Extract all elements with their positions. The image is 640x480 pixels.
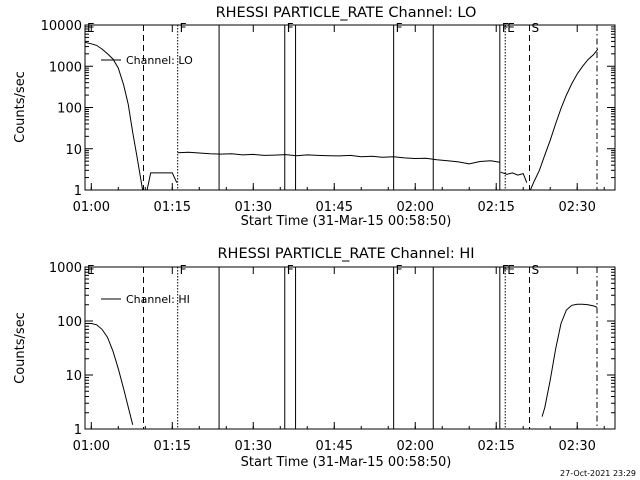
- event-marker-label-hi: S: [532, 263, 540, 277]
- legend-label-hi: Channel: HI: [126, 293, 190, 306]
- series-line-lo: [84, 41, 178, 191]
- event-marker-label-hi: F: [287, 263, 294, 277]
- event-marker-label-hi: E: [507, 263, 515, 277]
- event-marker-label-lo: S: [532, 21, 540, 35]
- plot-frame-hi: [84, 266, 616, 430]
- x-tick-label-hi: 01:15: [154, 439, 191, 454]
- y-tick-label-hi: 1000: [49, 261, 82, 276]
- plot-area-lo: 01:00 01:15 01:30 01:45 02:00 02:15 02:30 1 10 10…: [41, 19, 615, 215]
- y-axis-label-lo: Counts/sec: [13, 71, 28, 143]
- plot-area-hi: 01:00 01:15 01:30 01:45 02:00 02:15 02:30 1 10 10…: [49, 261, 615, 454]
- event-marker-label-lo: E: [507, 21, 515, 35]
- panel-lo: RHESSI PARTICLE_RATE Channel: LO 01:00 01…: [13, 5, 616, 229]
- x-tick-label-hi: 02:30: [558, 439, 595, 454]
- series-line-lo: [500, 171, 528, 183]
- x-tick-label-hi: 02:00: [397, 439, 434, 454]
- event-marker-label-lo: F: [287, 21, 294, 35]
- x-tick-label-lo: 01:30: [235, 200, 272, 215]
- x-tick-label-lo: 01:00: [73, 200, 110, 215]
- x-tick-label-hi: 01:30: [235, 439, 272, 454]
- footer-timestamp: 27-Oct-2021 23:29: [560, 469, 636, 478]
- x-tick-label-hi: 01:00: [73, 439, 110, 454]
- series-line-hi: [85, 323, 134, 425]
- x-tick-label-lo: 01:15: [154, 200, 191, 215]
- event-marker-label-lo: F: [396, 21, 403, 35]
- plot-frame-lo: [84, 24, 616, 191]
- series-line-lo: [529, 48, 599, 191]
- x-axis-label-lo: Start Time (31-Mar-15 00:58:50): [241, 214, 452, 229]
- y-tick-label-lo: 10000: [41, 19, 82, 34]
- chart-title-hi: RHESSI PARTICLE_RATE Channel: HI: [217, 246, 474, 262]
- x-tick-label-lo: 02:15: [477, 200, 514, 215]
- x-tick-label-hi: 01:45: [316, 439, 353, 454]
- event-marker-label-hi: F: [396, 263, 403, 277]
- x-tick-label-lo: 02:30: [558, 200, 595, 215]
- event-marker-label-hi: F: [180, 263, 187, 277]
- x-tick-label-hi: 02:15: [477, 439, 514, 454]
- legend-label-lo: Channel: LO: [126, 54, 193, 67]
- x-axis-label-hi: Start Time (31-Mar-15 00:58:50): [241, 455, 452, 470]
- y-tick-label-hi: 100: [57, 315, 82, 330]
- y-tick-label-lo: 1: [74, 184, 82, 199]
- chart-title-lo: RHESSI PARTICLE_RATE Channel: LO: [216, 5, 477, 21]
- y-tick-label-hi: 1: [74, 423, 82, 438]
- event-marker-label-lo: E: [87, 21, 95, 35]
- panel-hi: RHESSI PARTICLE_RATE Channel: HI 01:00 01…: [13, 246, 616, 470]
- y-axis-label-hi: Counts/sec: [13, 312, 28, 384]
- y-tick-label-lo: 100: [57, 102, 82, 117]
- y-tick-label-lo: 1000: [49, 60, 82, 75]
- series-line-hi: [541, 303, 598, 417]
- series-line-lo: [177, 151, 500, 165]
- event-marker-label-lo: F: [180, 21, 187, 35]
- y-tick-label-hi: 10: [65, 369, 82, 384]
- x-tick-label-lo: 02:00: [397, 200, 434, 215]
- y-tick-label-lo: 10: [65, 143, 82, 158]
- event-marker-label-hi: E: [87, 263, 95, 277]
- x-tick-label-lo: 01:45: [316, 200, 353, 215]
